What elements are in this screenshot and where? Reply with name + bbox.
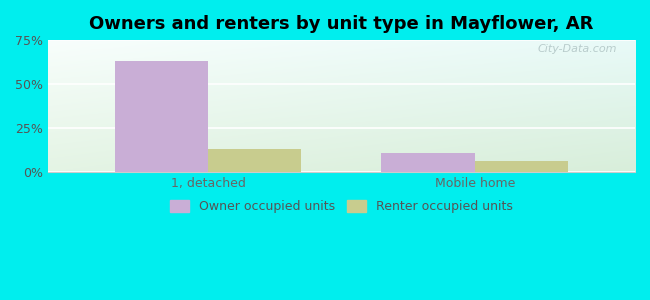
Bar <box>475 161 568 172</box>
Bar <box>382 152 475 172</box>
Bar <box>208 149 302 172</box>
Text: City-Data.com: City-Data.com <box>538 44 617 54</box>
Legend: Owner occupied units, Renter occupied units: Owner occupied units, Renter occupied un… <box>165 195 518 218</box>
Title: Owners and renters by unit type in Mayflower, AR: Owners and renters by unit type in Mayfl… <box>89 15 593 33</box>
Bar <box>114 61 208 172</box>
